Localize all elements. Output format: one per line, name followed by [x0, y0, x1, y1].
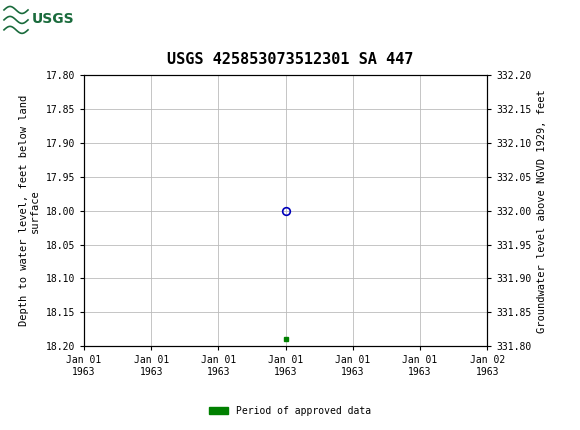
- Text: USGS 425853073512301 SA 447: USGS 425853073512301 SA 447: [167, 52, 413, 67]
- Y-axis label: Groundwater level above NGVD 1929, feet: Groundwater level above NGVD 1929, feet: [537, 89, 547, 332]
- Text: USGS: USGS: [32, 12, 75, 26]
- Legend: Period of approved data: Period of approved data: [205, 402, 375, 420]
- Bar: [2, 2, 54, 36]
- Y-axis label: Depth to water level, feet below land
surface: Depth to water level, feet below land su…: [19, 95, 40, 326]
